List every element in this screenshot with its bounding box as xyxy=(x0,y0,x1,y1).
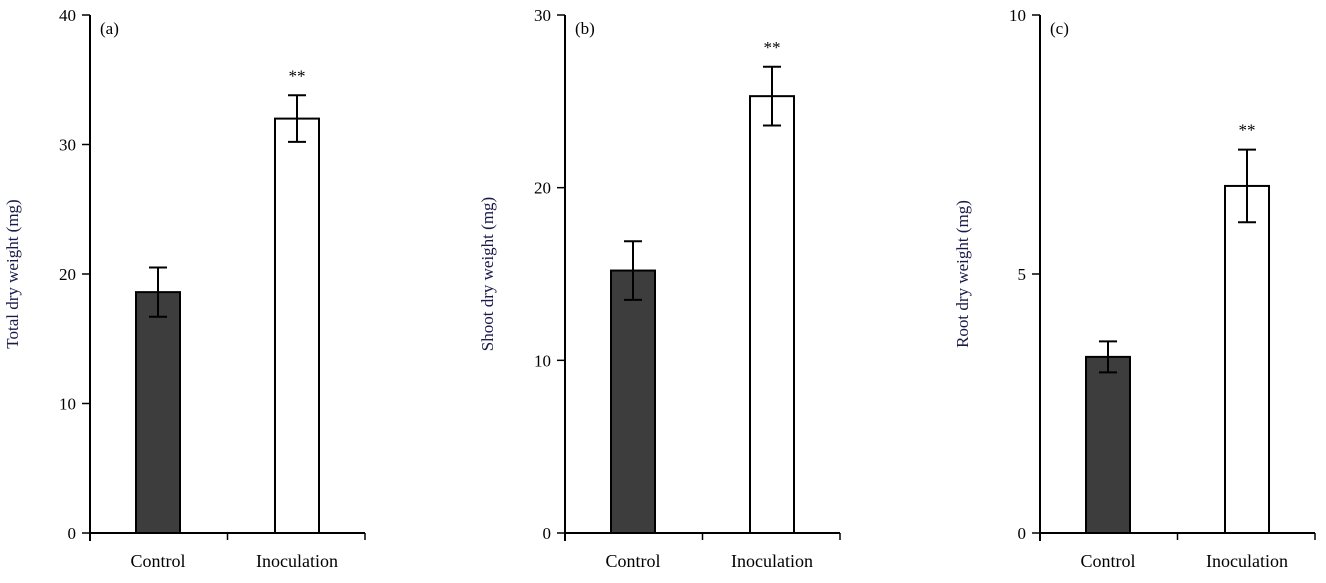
panel-label: (a) xyxy=(100,19,119,38)
panel-label: (c) xyxy=(1050,19,1069,38)
x-tick-label: Inoculation xyxy=(1206,551,1288,571)
bar-control xyxy=(135,291,181,534)
x-tick-label: Control xyxy=(1080,551,1135,571)
y-tick-label: 0 xyxy=(1018,524,1027,543)
y-tick-label: 5 xyxy=(1018,265,1027,284)
y-tick-label: 10 xyxy=(59,395,76,414)
bar-control xyxy=(1085,355,1131,534)
significance-label: ** xyxy=(1239,121,1256,140)
x-tick-label: Inoculation xyxy=(256,551,338,571)
panel-a: 0 10 20 30 40 (a) Total dry weight (mg) Control… xyxy=(3,6,366,571)
panel-label: (b) xyxy=(575,19,595,38)
y-tick-label: 20 xyxy=(59,265,76,284)
y-axis-label: Total dry weight (mg) xyxy=(3,199,22,348)
x-tick-label: Control xyxy=(605,551,660,571)
y-tick-label: 40 xyxy=(59,6,76,25)
bar-inoculation xyxy=(749,95,795,535)
significance-label: ** xyxy=(764,38,781,57)
y-axis-label: Root dry weight (mg) xyxy=(953,200,972,348)
x-tick-label: Inoculation xyxy=(731,551,813,571)
y-tick-label: 10 xyxy=(534,351,551,370)
y-tick-label: 0 xyxy=(543,524,552,543)
bar-inoculation xyxy=(1224,184,1270,534)
bar-inoculation xyxy=(274,117,320,534)
bar-control xyxy=(610,269,656,534)
y-tick-label: 20 xyxy=(534,179,551,198)
panel-b: 0 10 20 30 (b) Shoot dry weight (mg) Control **… xyxy=(478,6,841,571)
panel-c: 0 5 10 (c) Root dry weight (mg) Control ** Inoc… xyxy=(953,6,1316,571)
x-tick-label: Control xyxy=(130,551,185,571)
y-tick-label: 10 xyxy=(1009,6,1026,25)
significance-label: ** xyxy=(289,66,306,85)
y-tick-label: 30 xyxy=(534,6,551,25)
y-tick-label: 30 xyxy=(59,136,76,155)
y-tick-label: 0 xyxy=(68,524,77,543)
y-axis-label: Shoot dry weight (mg) xyxy=(478,197,497,351)
